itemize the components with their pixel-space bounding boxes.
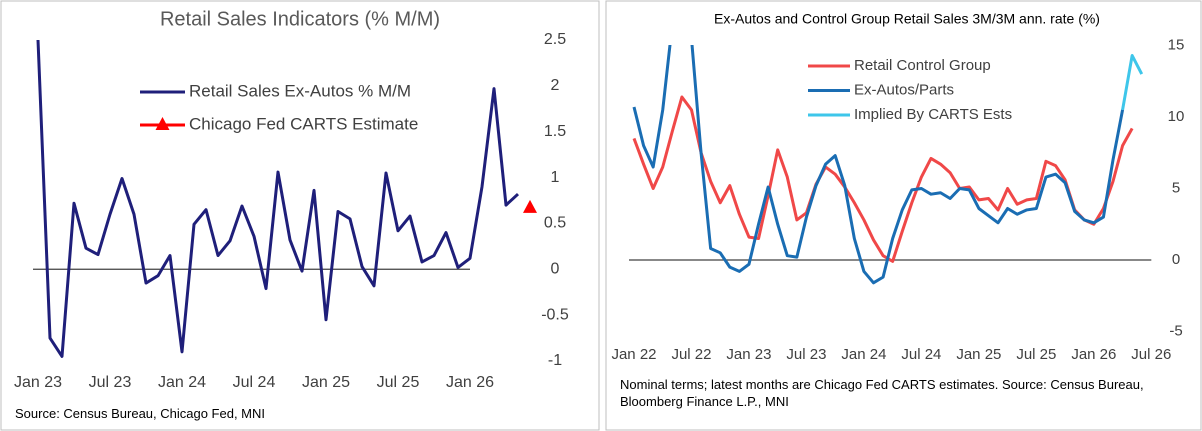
legend-label: Retail Control Group xyxy=(854,57,991,74)
x-tick-label: Jul 22 xyxy=(671,346,711,363)
legend-label: Chicago Fed CARTS Estimate xyxy=(189,114,418,133)
chart-title: Retail Sales Indicators (% M/M) xyxy=(160,8,440,30)
y-tick-label: 1 xyxy=(551,169,560,186)
panel-border xyxy=(0,0,600,431)
y-tick-label: -0.5 xyxy=(541,306,569,323)
series-line xyxy=(632,45,1125,285)
series-line xyxy=(36,39,520,358)
y-tick-label: 10 xyxy=(1168,108,1185,125)
x-tick-label: Jul 23 xyxy=(89,374,132,391)
y-tick-label: 0 xyxy=(1172,251,1180,268)
x-tick-label: Jul 26 xyxy=(1131,346,1171,363)
legend-swatch xyxy=(155,117,170,130)
x-tick-label: Jul 23 xyxy=(786,346,826,363)
y-tick-label: 2.5 xyxy=(544,31,566,48)
x-tick-label: Jul 25 xyxy=(1016,346,1056,363)
marker xyxy=(523,199,537,213)
y-tick-label: 1.5 xyxy=(544,123,566,140)
x-tick-label: Jan 23 xyxy=(726,346,771,363)
x-tick-label: Jul 24 xyxy=(233,374,276,391)
y-tick-label: 0.5 xyxy=(544,215,566,232)
legend-label: Ex-Autos/Parts xyxy=(854,81,954,98)
x-tick-label: Jan 22 xyxy=(611,346,656,363)
x-tick-label: Jan 24 xyxy=(158,374,206,391)
panel-border xyxy=(605,0,1202,431)
y-tick-label: 2 xyxy=(551,77,560,94)
x-tick-label: Jan 25 xyxy=(956,346,1001,363)
x-tick-label: Jan 23 xyxy=(14,374,62,391)
x-tick-label: Jan 24 xyxy=(841,346,886,363)
x-tick-label: Jan 26 xyxy=(446,374,494,391)
y-tick-label: 0 xyxy=(551,261,560,278)
y-tick-label: -1 xyxy=(548,352,562,369)
x-tick-label: Jan 25 xyxy=(302,374,350,391)
x-tick-label: Jul 24 xyxy=(901,346,941,363)
x-tick-label: Jan 26 xyxy=(1071,346,1116,363)
legend-label: Implied By CARTS Ests xyxy=(854,106,1012,123)
source-note: Source: Census Bureau, Chicago Fed, MNI xyxy=(15,406,266,421)
series-line xyxy=(1121,54,1144,111)
x-tick-label: Jul 25 xyxy=(377,374,420,391)
series-line xyxy=(632,95,1134,263)
source-note: Nominal terms; latest months are Chicago… xyxy=(620,377,1144,409)
legend-label: Retail Sales Ex-Autos % M/M xyxy=(189,81,411,100)
y-tick-label: 15 xyxy=(1168,36,1185,53)
y-tick-label: -5 xyxy=(1169,322,1182,339)
y-tick-label: 5 xyxy=(1172,179,1180,196)
plot xyxy=(36,39,520,358)
plot xyxy=(632,45,1144,285)
chart-title: Ex-Autos and Control Group Retail Sales … xyxy=(714,11,1100,27)
